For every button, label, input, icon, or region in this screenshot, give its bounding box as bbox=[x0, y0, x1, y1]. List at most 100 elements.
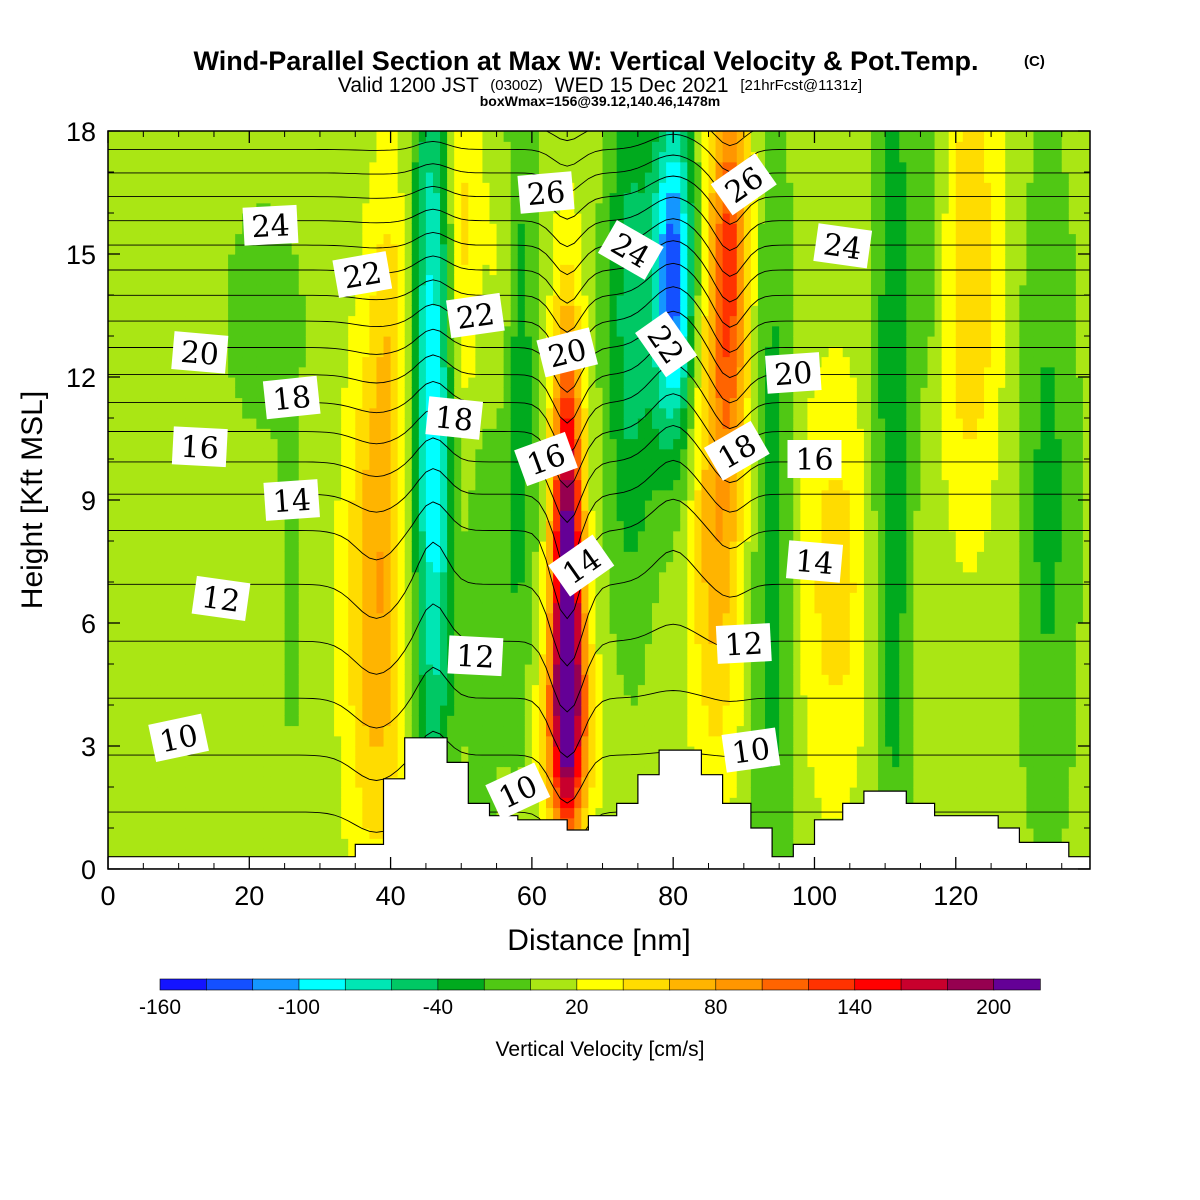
velocity-cell bbox=[242, 377, 250, 388]
velocity-cell bbox=[291, 141, 300, 153]
velocity-cell bbox=[524, 418, 533, 429]
velocity-cell bbox=[143, 141, 151, 153]
velocity-cell bbox=[468, 274, 476, 286]
velocity-cell bbox=[383, 356, 392, 368]
velocity-cell bbox=[129, 325, 137, 337]
velocity-cell bbox=[291, 838, 300, 850]
velocity-cell bbox=[468, 459, 476, 470]
velocity-cell bbox=[242, 684, 250, 696]
velocity-cell bbox=[312, 325, 321, 337]
velocity-cell bbox=[157, 653, 166, 665]
velocity-cell bbox=[447, 213, 455, 224]
velocity-cell bbox=[171, 828, 180, 839]
velocity-cell bbox=[150, 284, 159, 296]
velocity-cell bbox=[249, 694, 257, 706]
velocity-cell bbox=[440, 284, 448, 296]
velocity-cell bbox=[411, 315, 420, 327]
velocity-cell bbox=[136, 848, 144, 860]
velocity-cell bbox=[588, 510, 597, 522]
velocity-cell bbox=[397, 551, 406, 563]
velocity-cell bbox=[327, 182, 335, 194]
velocity-cell bbox=[489, 561, 498, 573]
velocity-cell bbox=[454, 223, 462, 235]
velocity-cell bbox=[115, 202, 123, 214]
velocity-cell bbox=[588, 325, 597, 337]
velocity-cell bbox=[489, 489, 498, 501]
velocity-cell bbox=[531, 151, 540, 163]
velocity-cell bbox=[376, 561, 385, 573]
velocity-cell bbox=[411, 254, 420, 265]
velocity-cell bbox=[475, 254, 484, 265]
velocity-cell bbox=[418, 131, 427, 142]
velocity-cell bbox=[157, 438, 166, 450]
velocity-cell bbox=[122, 797, 130, 809]
velocity-cell bbox=[206, 766, 215, 778]
velocity-cell bbox=[404, 684, 413, 696]
velocity-cell bbox=[376, 387, 385, 399]
velocity-cell bbox=[341, 530, 349, 542]
velocity-cell bbox=[496, 172, 505, 183]
velocity-cell bbox=[108, 418, 116, 429]
velocity-cell bbox=[383, 141, 392, 153]
velocity-cell bbox=[221, 530, 229, 542]
velocity-cell bbox=[263, 295, 272, 306]
velocity-cell bbox=[242, 828, 250, 839]
velocity-cell bbox=[199, 807, 208, 819]
velocity-cell bbox=[327, 756, 335, 768]
velocity-cell bbox=[136, 715, 144, 727]
velocity-cell bbox=[185, 489, 194, 501]
velocity-cell bbox=[447, 561, 455, 573]
velocity-cell bbox=[270, 776, 279, 788]
velocity-cell bbox=[115, 664, 123, 675]
velocity-cell bbox=[376, 541, 385, 552]
velocity-cell bbox=[348, 192, 356, 204]
velocity-cell bbox=[348, 346, 356, 358]
velocity-cell bbox=[157, 776, 166, 788]
velocity-cell bbox=[390, 141, 399, 153]
velocity-cell bbox=[574, 776, 582, 788]
velocity-cell bbox=[242, 305, 250, 317]
velocity-cell bbox=[178, 295, 187, 306]
velocity-cell bbox=[305, 674, 314, 686]
velocity-cell bbox=[136, 571, 144, 583]
velocity-cell bbox=[263, 602, 272, 614]
velocity-cell bbox=[164, 510, 173, 522]
velocity-cell bbox=[115, 489, 123, 501]
velocity-cell bbox=[157, 243, 166, 255]
velocity-cell bbox=[213, 479, 222, 491]
velocity-cell bbox=[496, 612, 505, 624]
velocity-cell bbox=[164, 776, 173, 788]
velocity-cell bbox=[228, 182, 236, 194]
velocity-cell bbox=[213, 305, 222, 317]
velocity-cell bbox=[122, 848, 130, 860]
velocity-cell bbox=[143, 284, 151, 296]
velocity-cell bbox=[362, 582, 370, 593]
velocity-cell bbox=[277, 766, 286, 778]
velocity-cell bbox=[228, 725, 236, 737]
velocity-cell bbox=[546, 756, 554, 768]
velocity-cell bbox=[277, 141, 286, 153]
velocity-cell bbox=[164, 694, 173, 706]
velocity-cell bbox=[122, 479, 130, 491]
velocity-cell bbox=[454, 705, 462, 716]
velocity-cell bbox=[334, 500, 342, 511]
velocity-cell bbox=[397, 182, 406, 194]
velocity-cell bbox=[524, 336, 533, 347]
velocity-cell bbox=[538, 315, 547, 327]
velocity-cell bbox=[129, 715, 137, 727]
velocity-cell bbox=[235, 510, 243, 522]
velocity-cell bbox=[418, 725, 427, 737]
velocity-cell bbox=[122, 192, 130, 204]
velocity-cell bbox=[475, 161, 484, 173]
velocity-cell bbox=[546, 141, 554, 153]
velocity-cell bbox=[157, 787, 166, 798]
velocity-cell bbox=[199, 131, 208, 142]
velocity-cell bbox=[115, 643, 123, 655]
velocity-cell bbox=[298, 541, 307, 552]
velocity-cell bbox=[291, 828, 300, 839]
velocity-cell bbox=[425, 510, 434, 522]
velocity-cell bbox=[221, 551, 229, 563]
velocity-cell bbox=[298, 346, 307, 358]
velocity-cell bbox=[263, 674, 272, 686]
velocity-cell bbox=[524, 633, 533, 645]
